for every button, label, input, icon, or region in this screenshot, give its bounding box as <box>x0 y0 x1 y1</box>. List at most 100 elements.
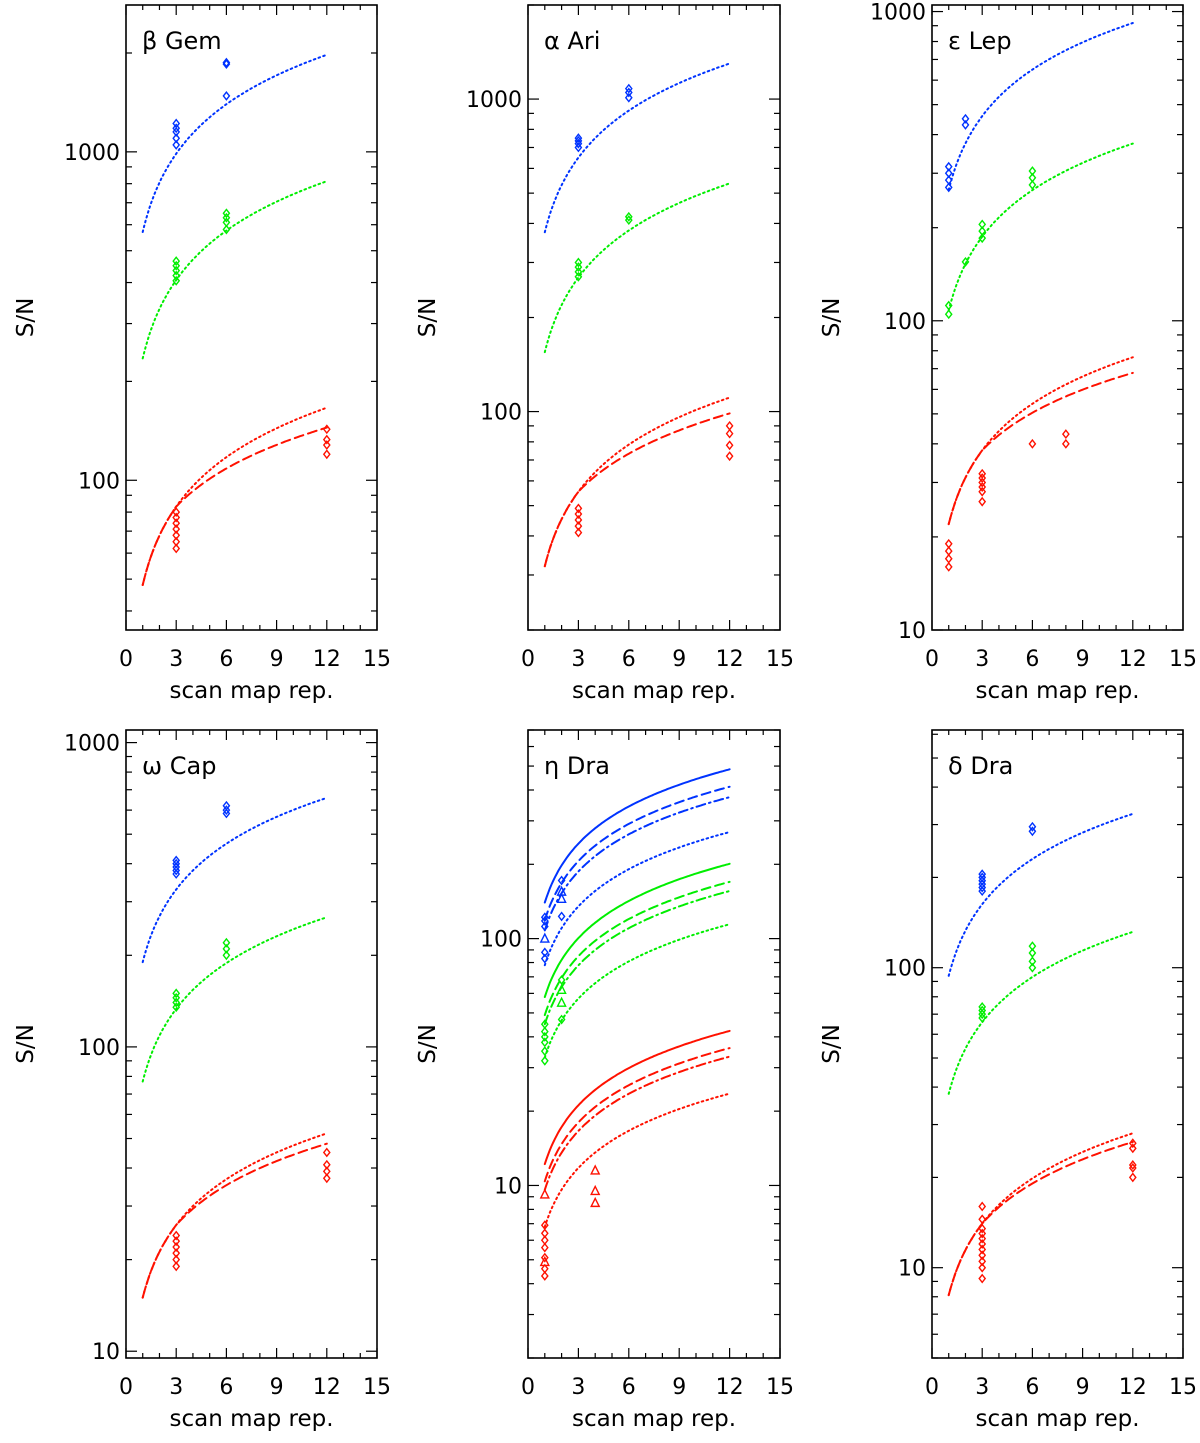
data-point-diamond <box>540 1026 549 1037</box>
y-tick-label: 100 <box>480 928 522 953</box>
x-tick-label: 6 <box>622 647 636 672</box>
x-tick-label: 12 <box>716 1375 744 1400</box>
x-tick-label: 12 <box>1119 1375 1147 1400</box>
x-tick-label: 12 <box>313 1375 341 1400</box>
curve-dashed <box>543 412 731 568</box>
data-point-diamond <box>978 482 987 492</box>
data-point-diamond <box>222 805 231 816</box>
data-point-diamond <box>172 1236 181 1247</box>
data-point-diamond <box>557 875 566 886</box>
data-point-diamond <box>574 257 583 268</box>
x-tick-label: 6 <box>1025 647 1039 672</box>
curve-dashed <box>141 426 328 586</box>
points <box>574 83 734 538</box>
data-point-diamond <box>624 92 633 103</box>
data-point-diamond <box>978 233 987 244</box>
plot-frame <box>931 4 1184 631</box>
x-axis-label: scan map rep. <box>975 678 1139 704</box>
data-point-triangle <box>539 1188 550 1199</box>
y-tick-label: 100 <box>884 957 926 982</box>
data-point-diamond <box>1028 962 1037 973</box>
data-point-diamond <box>624 83 633 94</box>
data-point-triangle <box>556 892 567 903</box>
panel-title: ω Cap <box>142 752 216 780</box>
curves <box>141 796 328 1299</box>
data-point-diamond <box>978 477 987 488</box>
data-point-diamond <box>222 224 231 235</box>
data-point-diamond <box>540 1263 549 1274</box>
data-point-diamond <box>540 953 549 964</box>
data-point-diamond <box>540 1220 549 1231</box>
curve-dotted <box>543 1092 731 1228</box>
data-point-diamond <box>322 434 331 445</box>
data-point-diamond <box>1028 166 1037 176</box>
data-point-diamond <box>1061 429 1070 440</box>
data-point-diamond <box>574 133 583 144</box>
curve-dotted <box>947 1132 1134 1297</box>
x-tick-label: 15 <box>363 647 391 672</box>
data-point-diamond <box>978 1239 987 1249</box>
curve-dotted <box>947 930 1134 1095</box>
plot-frame <box>527 729 781 1359</box>
panel-title: ε Lep <box>948 27 1012 55</box>
y-axis-label: S/N <box>13 1024 39 1064</box>
data-point-diamond <box>1128 1160 1137 1170</box>
data-point-diamond <box>172 988 181 999</box>
data-point-diamond <box>624 211 633 222</box>
curve-dotted <box>947 812 1134 977</box>
panel-omega-cap: 0 3 6 9 12 15 10 100 1000 scan map rep. S/N ω Cap <box>13 729 391 1432</box>
data-point-diamond <box>172 123 181 134</box>
data-point-triangle <box>556 996 567 1007</box>
data-point-diamond <box>978 1013 987 1023</box>
data-point-diamond <box>540 1037 549 1048</box>
x-tick-label: 3 <box>169 647 183 672</box>
data-point-diamond <box>1128 1138 1137 1149</box>
data-point-diamond <box>574 266 583 277</box>
data-point-triangle <box>590 1164 601 1175</box>
data-point-diamond <box>222 208 231 219</box>
curve-dashdot <box>543 890 731 1026</box>
data-point-diamond <box>172 1002 181 1013</box>
y-tick-label: 1000 <box>64 732 120 757</box>
data-point-diamond <box>574 262 583 273</box>
data-point-diamond <box>540 947 549 958</box>
curve-dotted <box>141 916 328 1083</box>
curve-dotted <box>543 831 731 967</box>
data-point-diamond <box>172 530 181 541</box>
data-point-diamond <box>978 219 987 230</box>
points <box>172 800 331 1272</box>
data-point-diamond <box>961 256 970 267</box>
data-point-diamond <box>944 309 953 320</box>
data-point-diamond <box>172 507 181 518</box>
data-point-diamond <box>574 509 583 519</box>
data-point-diamond <box>978 1273 987 1284</box>
data-point-diamond <box>172 118 181 129</box>
panel-title: β Gem <box>142 27 222 55</box>
data-point-diamond <box>1128 1143 1137 1154</box>
curve-dashed <box>543 880 731 1017</box>
x-tick-label: 12 <box>716 647 744 672</box>
data-point-diamond <box>172 1230 181 1241</box>
y-tick-label: 10 <box>494 1174 522 1199</box>
x-tick-label: 9 <box>1076 1375 1090 1400</box>
data-point-triangle <box>539 932 550 943</box>
data-point-diamond <box>978 468 987 479</box>
data-point-diamond <box>172 275 181 286</box>
data-point-diamond <box>540 921 549 932</box>
y-tick-label: 1000 <box>64 141 120 166</box>
x-axis-label: scan map rep. <box>572 678 736 704</box>
data-point-diamond <box>978 1002 987 1012</box>
data-point-diamond <box>978 226 987 237</box>
data-point-diamond <box>725 428 734 439</box>
data-point-diamond <box>222 800 231 811</box>
data-point-diamond <box>322 1166 331 1177</box>
data-point-diamond <box>222 950 231 961</box>
curve-dotted <box>141 53 328 233</box>
panel-epsilon-lep: 0 3 6 9 12 15 10 100 1000 scan map rep. S/N ε Lep <box>819 1 1197 704</box>
data-point-diamond <box>978 486 987 497</box>
x-tick-label: 0 <box>925 647 939 672</box>
data-point-diamond <box>1028 179 1037 190</box>
curve-dashed <box>543 1047 731 1183</box>
x-axis-label: scan map rep. <box>169 678 333 704</box>
